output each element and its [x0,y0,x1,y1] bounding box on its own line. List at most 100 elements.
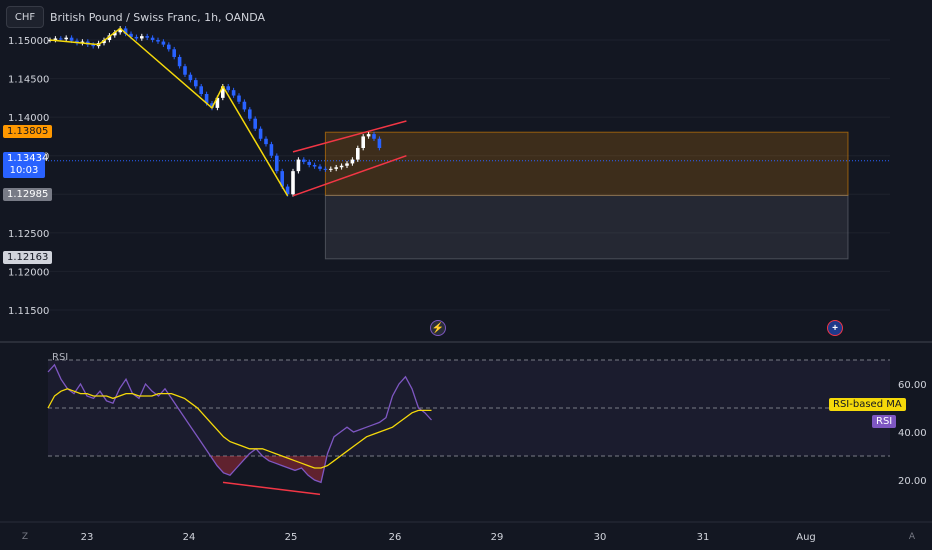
candle-body [199,86,203,94]
candle-body [237,95,241,102]
price-tick-label: 1.14000 [8,113,49,124]
candle-body [231,90,236,96]
symbol-button[interactable]: CHF [6,6,44,28]
price-tag-bottom-zone: 1.12163 [3,251,53,264]
time-tick-label: 24 [183,532,196,543]
candle-body [269,144,274,156]
rsi-tick-label: 40.00 [898,428,927,439]
rsi-tag: RSI [872,415,897,428]
candle-body [334,167,338,169]
rsi-ma-line [47,388,432,469]
candle-body [188,74,193,81]
candle-body [91,44,95,47]
zigzag-lines [49,27,289,197]
zone-rect [324,194,849,260]
channel-lower [292,155,407,197]
rsi-ma-tag: RSI-based MA [829,398,906,411]
time-tick-label: 25 [285,532,298,543]
candle-body [140,36,144,39]
current-price-value: 1.13434 [7,153,49,164]
candle-body [350,159,355,164]
candle-body [69,37,74,41]
candle-body [339,165,344,168]
price-tag-current: 1.13434 10:03 [3,152,49,178]
candle-body [356,148,360,160]
candle-body [167,44,171,50]
channel-upper [292,120,407,153]
candle-body [329,168,333,170]
auto-scale-button[interactable]: A [908,532,916,542]
candle-body [253,118,257,129]
countdown-timer: 10:03 [9,165,39,176]
lightning-icon[interactable]: ⚡ [430,320,446,336]
candle-body [113,32,117,36]
price-tick-label: 1.12000 [8,267,49,278]
candle-body [123,28,128,34]
candle-body [296,159,301,172]
candle-body [275,155,279,172]
candle-body [64,37,68,40]
time-tick-label: 26 [389,532,402,543]
price-tick-label: 1.11500 [8,306,49,317]
time-tick-label: 30 [594,532,607,543]
price-zones [48,131,890,260]
candle-body [80,41,85,44]
candle-body [264,138,268,145]
rsi-oversold-fill [48,456,432,483]
candle-body [248,109,252,119]
candle-body [372,134,376,139]
candle-body [118,28,122,33]
time-tick-label: Aug [796,532,816,543]
rsi-divergence-line [222,481,321,496]
candle-body [204,94,209,104]
price-channel [292,120,407,197]
time-tick-label: 29 [491,532,504,543]
candle-body [323,168,328,170]
zone-rect [324,131,849,196]
price-tick-label: 1.15000 [8,36,49,47]
candle-body [312,164,317,167]
candle-body [258,128,263,139]
price-tag-top-zone: 1.13805 [3,125,53,138]
candle-body [285,186,290,195]
candle-body [129,33,133,37]
candle-body [59,38,63,40]
candle-body [318,166,322,169]
rsi-tick-label: 60.00 [898,380,927,391]
candle-body [172,49,176,57]
candle-body [215,97,220,108]
rsi-pane [47,359,890,496]
candle-body [134,36,139,39]
price-tag-mid-zone: 1.12985 [3,188,53,201]
time-tick-label: 23 [81,532,94,543]
uk-flag-icon[interactable]: + [827,320,843,336]
candlesticks [48,26,382,197]
candle-body [107,35,112,40]
candle-body [210,103,214,108]
price-grid [0,39,932,343]
price-tick-label: 1.12500 [8,229,49,240]
candle-body [53,38,58,40]
candle-body [302,159,306,162]
candle-body [366,134,371,137]
candle-body [291,171,295,195]
symbol-title: British Pound / Swiss Franc, 1h, OANDA [50,10,266,24]
rsi-line [47,363,432,484]
candle-body [307,161,311,165]
chart-header: CHF British Pound / Swiss Franc, 1h, OAN… [6,6,265,28]
candle-body [183,66,187,75]
candle-body [150,37,155,40]
candle-body [242,101,247,110]
candle-body [345,163,349,166]
candle-body [145,36,149,38]
timezone-button[interactable]: Z [21,532,29,542]
candle-body [194,80,198,87]
rsi-tick-label: 20.00 [898,476,927,487]
rsi-title: RSI [52,352,69,363]
candle-body [221,86,225,98]
candle-body [177,56,182,67]
zigzag-line [49,27,289,197]
candle-body [226,86,230,91]
time-axis: 23 24 25 26 29 30 31 Aug [0,521,932,543]
